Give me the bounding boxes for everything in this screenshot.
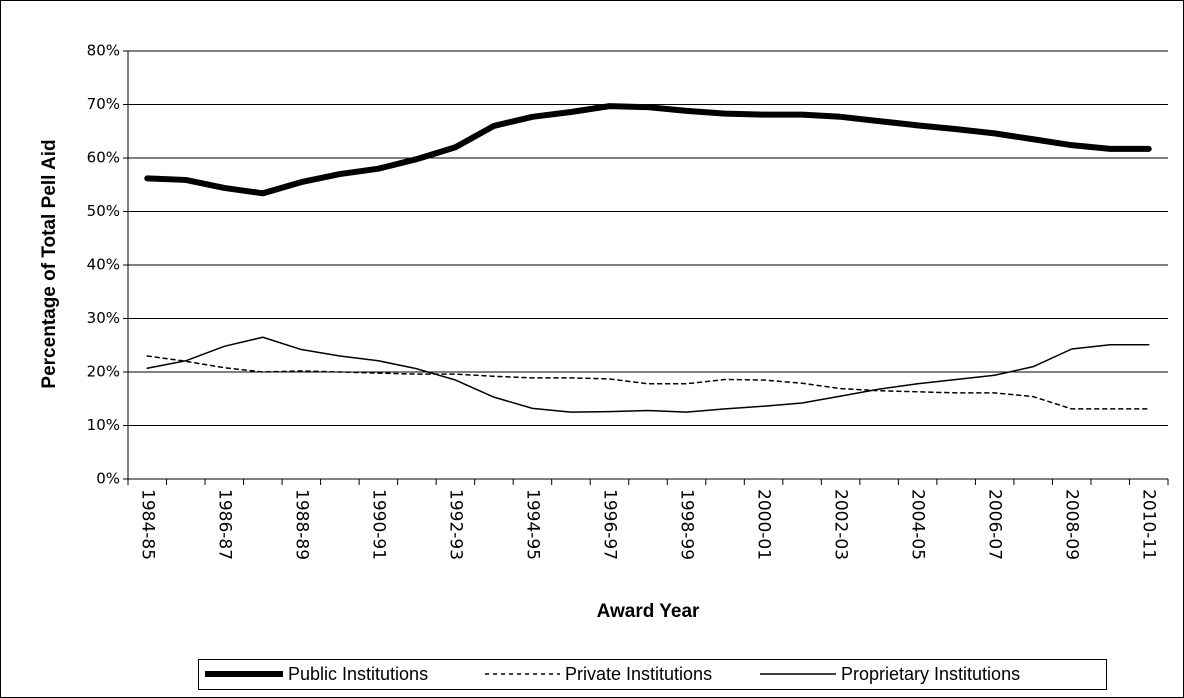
x-tick-label: 2004-05 — [908, 489, 928, 560]
y-tick-label: 60% — [87, 149, 120, 167]
x-tick-label: 1992-93 — [445, 489, 465, 560]
y-tick-label: 40% — [87, 256, 120, 274]
x-tick-label: 2008-09 — [1062, 489, 1082, 560]
y-tick-label: 80% — [87, 42, 120, 60]
legend-box — [198, 659, 1107, 690]
series-line — [146, 355, 1150, 410]
x-axis-title: Award Year — [597, 601, 700, 622]
x-tick-label: 1988-89 — [291, 489, 311, 560]
y-tick-label: 10% — [87, 416, 120, 434]
x-tick-label: 1990-91 — [368, 489, 388, 560]
x-tick-label: 1996-97 — [599, 489, 619, 560]
y-tick-label: 20% — [87, 363, 120, 381]
legend-label: Proprietary Institutions — [841, 664, 1020, 684]
y-axis-title: Percentage of Total Pell Aid — [39, 139, 60, 388]
x-tick-label: 1984-85 — [137, 489, 157, 560]
series-line — [146, 336, 1150, 413]
y-tick-label: 30% — [87, 309, 120, 327]
x-tick-label: 2010-11 — [1139, 489, 1159, 560]
y-tick-label: 50% — [87, 202, 120, 220]
x-tick-label: 2002-03 — [831, 489, 851, 560]
y-tick-label: 70% — [87, 95, 120, 113]
x-tick-label: 2006-07 — [985, 489, 1005, 560]
series-line — [144, 103, 1152, 197]
x-tick-label: 1986-87 — [214, 489, 234, 560]
legend-label: Private Institutions — [565, 664, 712, 684]
x-tick-label: 1994-95 — [522, 489, 542, 560]
legend-label: Public Institutions — [288, 664, 428, 684]
x-tick-label: 1998-99 — [677, 489, 697, 560]
x-tick-label: 2000-01 — [754, 489, 774, 560]
y-tick-label: 0% — [96, 470, 120, 488]
